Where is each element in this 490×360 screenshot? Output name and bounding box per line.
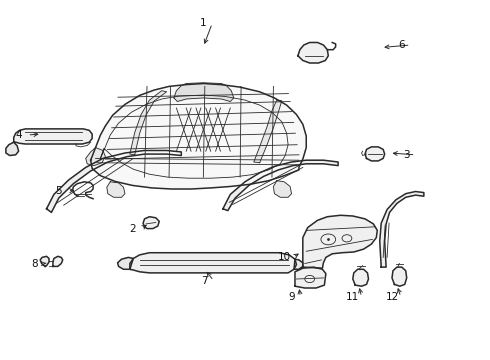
Polygon shape (130, 91, 167, 155)
Text: 9: 9 (288, 292, 295, 302)
Text: 12: 12 (385, 292, 399, 302)
Polygon shape (295, 267, 326, 288)
Polygon shape (223, 160, 338, 211)
Polygon shape (6, 142, 19, 156)
Polygon shape (254, 100, 282, 163)
Polygon shape (365, 147, 385, 161)
Polygon shape (380, 192, 424, 267)
Polygon shape (303, 215, 377, 268)
Polygon shape (53, 256, 63, 266)
Polygon shape (273, 181, 292, 197)
Text: 1: 1 (200, 18, 207, 28)
Polygon shape (118, 257, 133, 269)
Text: 11: 11 (346, 292, 360, 302)
Text: 10: 10 (278, 252, 291, 262)
Polygon shape (40, 256, 49, 266)
Text: 7: 7 (201, 276, 208, 286)
Polygon shape (86, 148, 105, 166)
Polygon shape (294, 259, 303, 269)
Text: 5: 5 (55, 186, 62, 196)
Polygon shape (14, 129, 92, 144)
Polygon shape (107, 182, 125, 197)
Text: 4: 4 (15, 130, 22, 140)
Polygon shape (174, 83, 234, 102)
Text: 3: 3 (403, 150, 410, 160)
Text: 6: 6 (398, 40, 405, 50)
Polygon shape (392, 267, 407, 286)
Polygon shape (143, 217, 159, 229)
Text: 8: 8 (31, 258, 38, 269)
Polygon shape (130, 253, 296, 273)
Polygon shape (47, 150, 181, 212)
Polygon shape (91, 84, 306, 189)
Polygon shape (353, 269, 368, 286)
Polygon shape (298, 42, 328, 63)
Text: 2: 2 (129, 224, 136, 234)
